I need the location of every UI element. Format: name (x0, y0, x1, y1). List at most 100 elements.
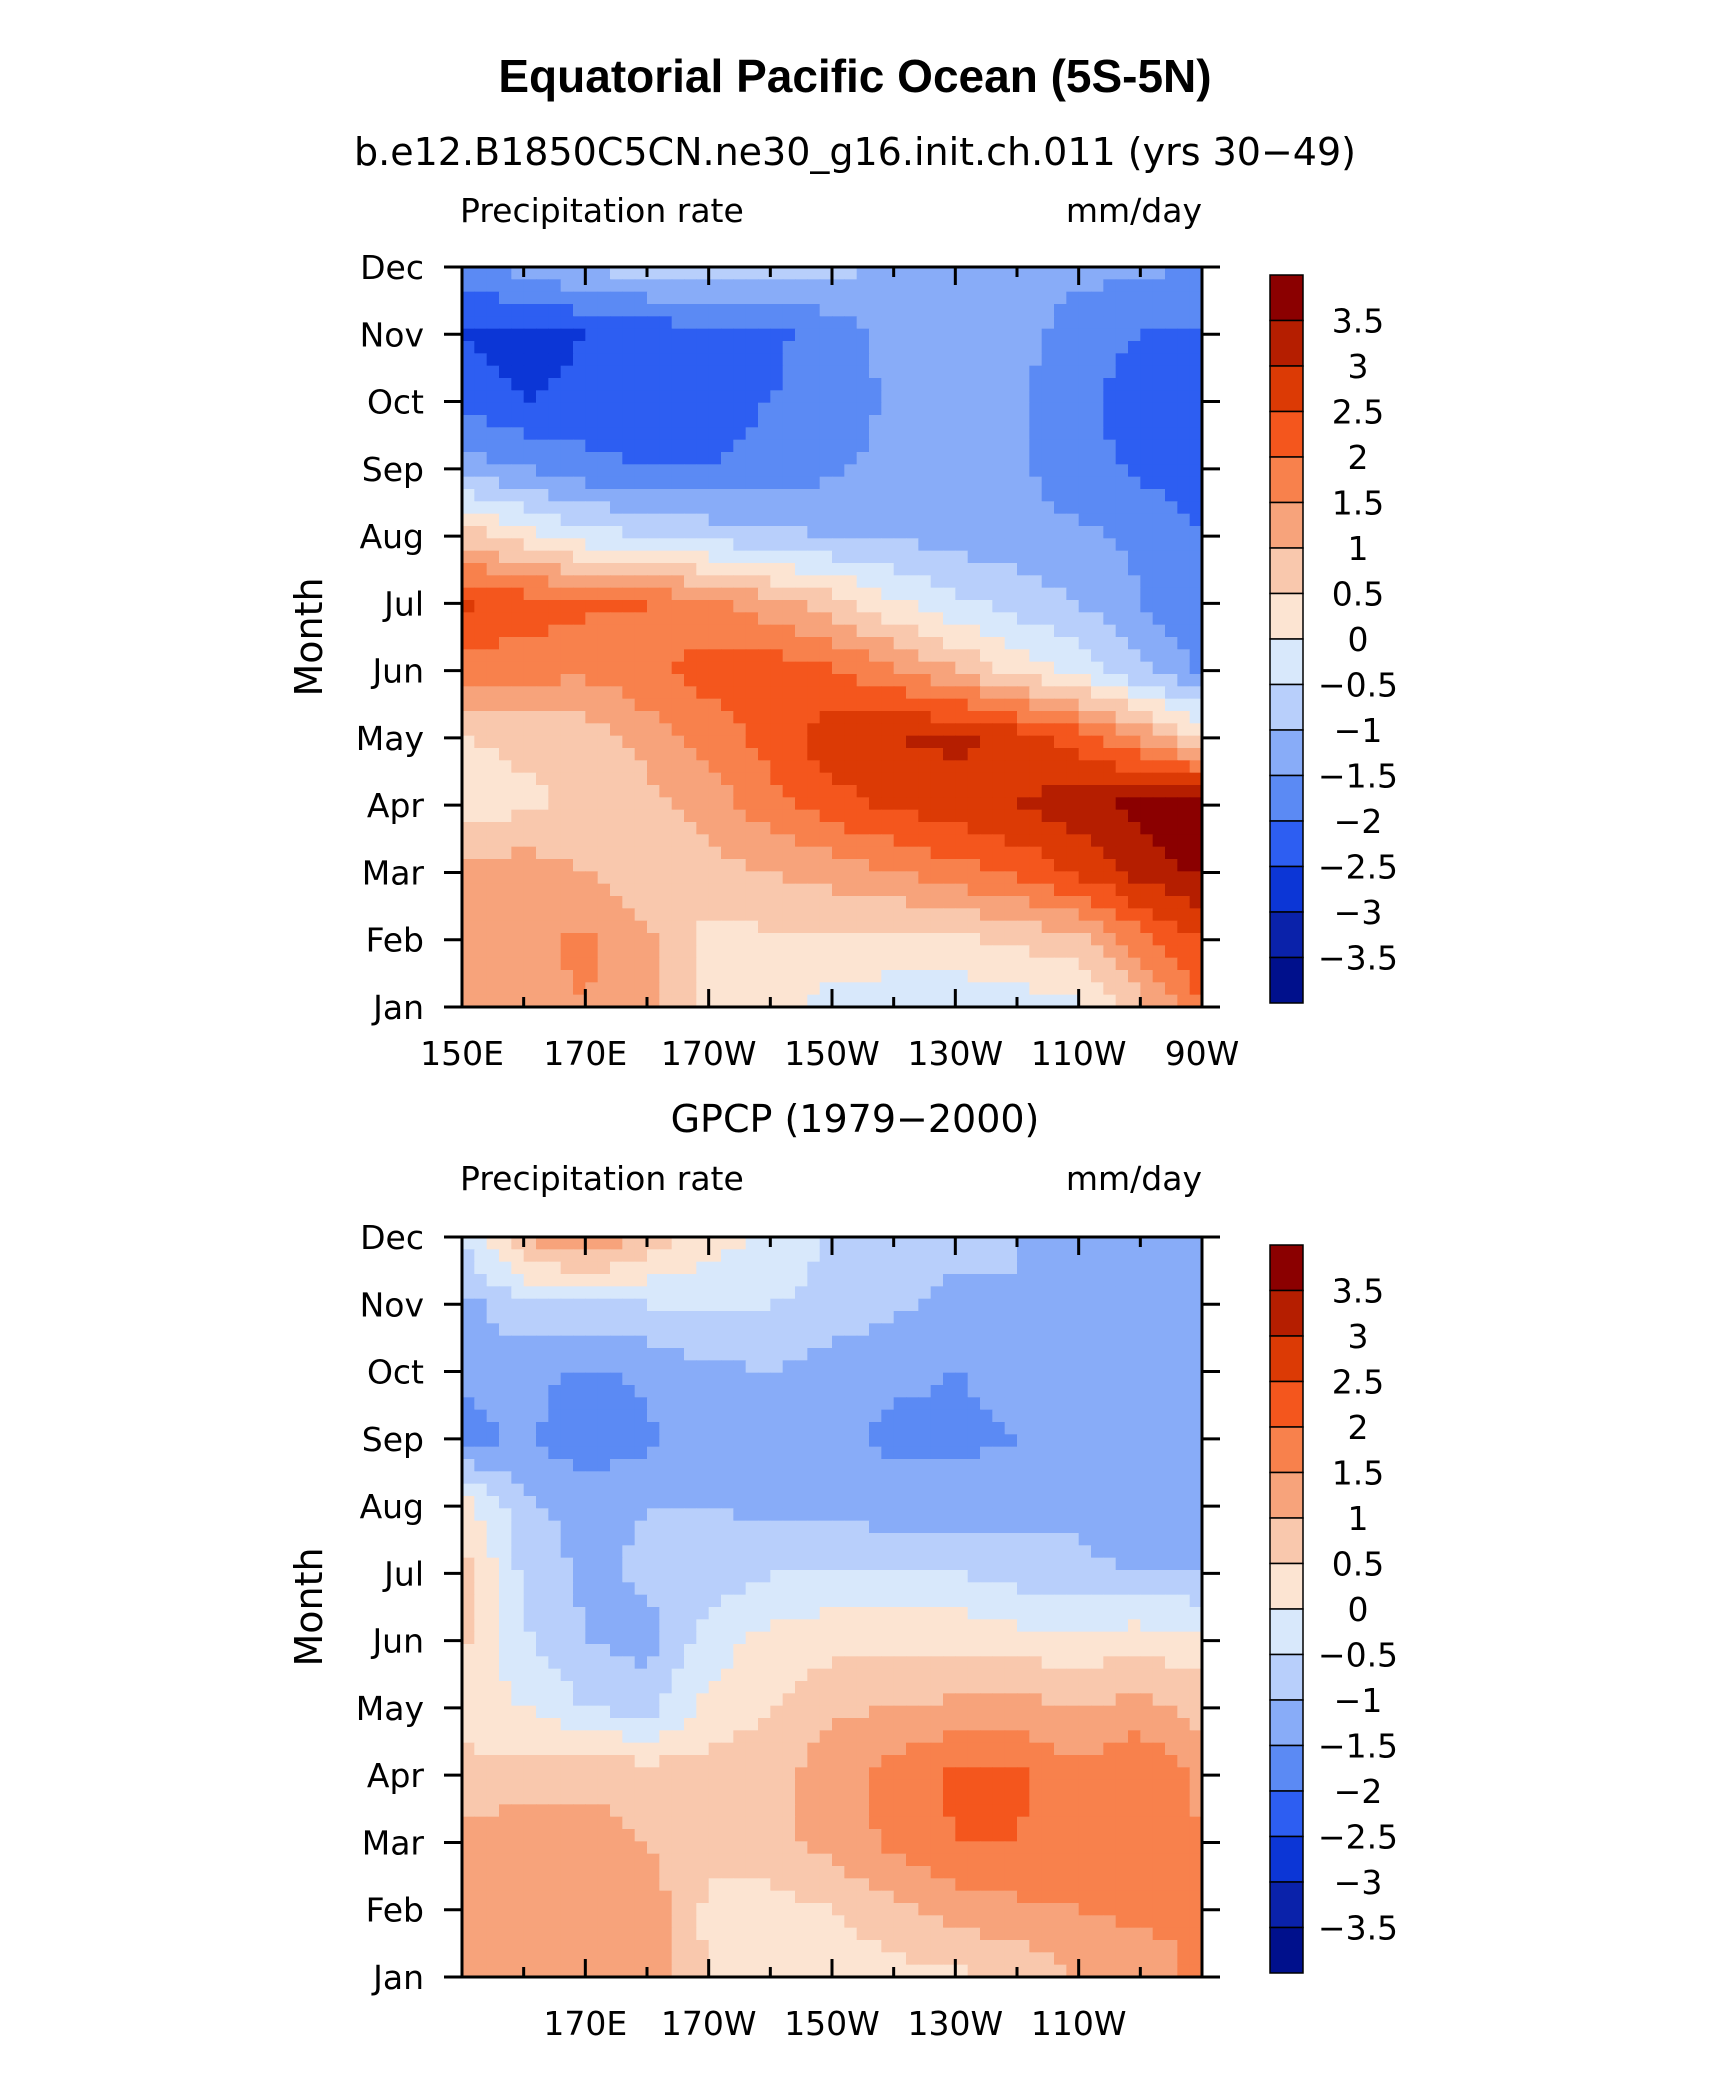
field-cell (819, 1422, 833, 1435)
field-cell (943, 649, 956, 663)
field-cell (536, 1385, 549, 1398)
field-cell (708, 945, 722, 959)
field-cell (856, 846, 870, 860)
field-cell (708, 1237, 722, 1250)
field-cell (1017, 674, 1030, 687)
field-cell (696, 538, 710, 552)
field-cell (647, 809, 660, 823)
field-cell (893, 1348, 907, 1361)
field-cell (1152, 920, 1166, 934)
field-cell (844, 587, 858, 601)
field-cell (659, 390, 673, 404)
field-cell (869, 489, 882, 502)
field-cell (992, 624, 1006, 638)
field-cell (1017, 822, 1030, 835)
field-cell (1152, 353, 1166, 367)
field-cell (893, 476, 907, 490)
field-cell (881, 1286, 895, 1300)
field-cell (1004, 760, 1018, 774)
field-cell (918, 772, 932, 786)
field-cell (647, 427, 660, 441)
field-cell (585, 526, 599, 539)
field-cell (1004, 390, 1018, 404)
field-cell (844, 267, 858, 280)
field-cell (610, 365, 623, 379)
field-cell (881, 378, 895, 391)
field-cell (782, 1311, 796, 1324)
field-cell (523, 550, 537, 564)
field-cell (708, 920, 722, 934)
field-cell (647, 452, 660, 465)
field-cell (523, 637, 537, 650)
field-cell (585, 1434, 599, 1448)
field-cell (1140, 970, 1154, 983)
field-cell (869, 637, 882, 650)
field-cell (597, 1286, 611, 1300)
field-cell (499, 871, 512, 885)
field-cell (610, 674, 623, 687)
field-cell (696, 612, 710, 626)
field-cell (499, 1446, 512, 1460)
field-cell (659, 550, 673, 564)
field-cell (1165, 1298, 1178, 1312)
field-cell (782, 859, 796, 872)
field-cell (1066, 846, 1080, 860)
field-cell (622, 649, 636, 663)
field-cell (1165, 748, 1178, 761)
field-cell (844, 402, 858, 416)
field-cell (486, 982, 500, 996)
field-cell (1041, 846, 1055, 860)
field-cell (1140, 1237, 1154, 1250)
field-cell (536, 464, 549, 478)
field-cell (832, 970, 845, 983)
field-cell (1004, 402, 1018, 416)
field-cell (1140, 624, 1154, 638)
field-cell (523, 711, 537, 724)
field-cell (832, 538, 845, 552)
field-cell (770, 476, 784, 490)
field-cell (906, 637, 919, 650)
field-cell (869, 624, 882, 638)
field-cell (807, 526, 821, 539)
field-cell (844, 883, 858, 897)
field-cell (770, 1385, 784, 1398)
field-cell (523, 439, 537, 453)
field-cell (671, 1298, 685, 1312)
field-cell (474, 526, 488, 539)
field-cell (1054, 427, 1067, 441)
field-cell (1189, 1360, 1203, 1374)
field-cell (1128, 698, 1141, 712)
field-cell (918, 513, 932, 527)
field-cell (795, 291, 808, 305)
field-cell (770, 402, 784, 416)
field-cell (1103, 748, 1117, 761)
field-cell (745, 1323, 759, 1337)
field-cell (708, 785, 722, 798)
field-cell (795, 933, 808, 946)
field-cell (1115, 538, 1129, 552)
field-cell (980, 883, 993, 897)
field-cell (573, 1298, 586, 1312)
field-cell (1078, 624, 1092, 638)
field-cell (745, 304, 759, 317)
field-cell (980, 353, 993, 367)
field-cell (1017, 1274, 1030, 1287)
field-cell (992, 464, 1006, 478)
field-cell (1189, 402, 1203, 416)
field-cell (1017, 846, 1030, 860)
field-cell (1029, 316, 1043, 330)
field-cell (560, 279, 574, 293)
field-cell (758, 267, 771, 280)
field-cell (1066, 328, 1080, 342)
field-cell (918, 1372, 932, 1386)
field-cell (573, 945, 586, 959)
field-cell (844, 464, 858, 478)
field-cell (795, 686, 808, 700)
field-cell (1041, 723, 1055, 737)
field-cell (474, 476, 488, 490)
field-cell (523, 1348, 537, 1361)
field-cell (610, 859, 623, 872)
field-cell (462, 649, 475, 663)
field-cell (758, 489, 771, 502)
field-cell (610, 1434, 623, 1448)
